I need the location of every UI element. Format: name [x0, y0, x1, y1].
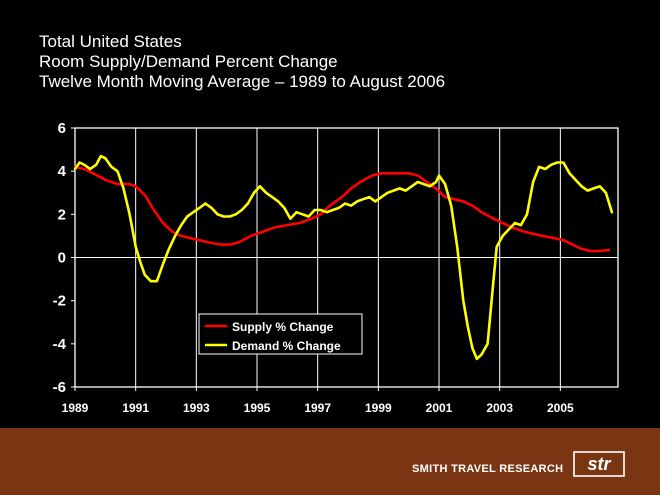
logo-text: str [587, 454, 611, 474]
y-tick-label: 0 [58, 250, 66, 267]
y-tick-label: 2 [58, 206, 66, 223]
x-tick-label: 1993 [183, 401, 210, 415]
title-line-3: Twelve Month Moving Average – 1989 to Au… [39, 72, 446, 91]
y-tick-label: -6 [53, 379, 66, 396]
x-tick-label: 2003 [486, 401, 513, 415]
brand-name: SMITH TRAVEL RESEARCH [412, 463, 564, 475]
x-tick-label: 2001 [426, 401, 453, 415]
x-tick-label: 1997 [304, 401, 331, 415]
line-chart: 6 4 2 0 -2 -4 -6 1989 1991 1993 1995 1997 1999 2001 20… [53, 120, 619, 415]
title-line-2: Room Supply/Demand Percent Change [39, 52, 338, 71]
legend-box [198, 313, 363, 355]
x-tick-label: 1991 [122, 401, 149, 415]
chart-title-block: Total United States Room Supply/Demand P… [39, 32, 445, 92]
y-tick-label: 6 [58, 120, 66, 137]
x-tick-label: 1999 [365, 401, 392, 415]
legend-label: Demand % Change [232, 339, 341, 353]
x-tick-label: 1989 [62, 401, 89, 415]
x-tick-label: 1995 [244, 401, 271, 415]
series-line-demand [73, 154, 614, 361]
str-logo-icon: str [573, 451, 625, 477]
y-tick-label: 4 [58, 163, 67, 180]
y-tick-label: -4 [53, 336, 67, 353]
title-line-1: Total United States [39, 32, 182, 51]
series-line-supply [73, 165, 611, 253]
legend-label: Supply % Change [232, 320, 334, 334]
footer-band [0, 428, 660, 495]
logo-frame [573, 451, 625, 477]
y-tick-label: -2 [53, 293, 66, 310]
x-tick-label: 2005 [547, 401, 574, 415]
